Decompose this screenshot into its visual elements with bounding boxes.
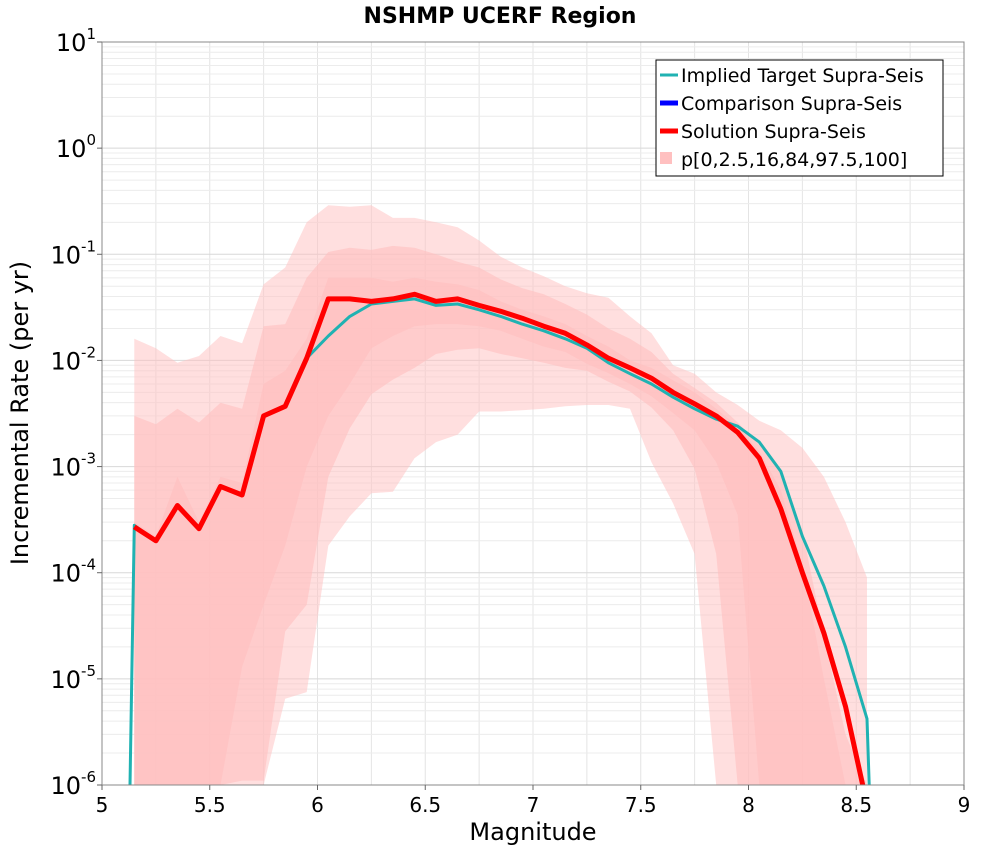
legend-label-solution: Solution Supra-Seis — [681, 121, 866, 143]
y-tick-label: 10-5 — [50, 662, 96, 694]
legend-label-implied-target: Implied Target Supra-Seis — [681, 65, 924, 87]
x-tick-label: 6 — [311, 793, 324, 817]
y-tick-label: 101 — [56, 25, 96, 57]
y-tick-label: 10-2 — [50, 343, 96, 375]
x-tick-label: 8 — [742, 793, 755, 817]
legend-label-comparison: Comparison Supra-Seis — [681, 93, 902, 115]
x-tick-label: 7 — [527, 793, 540, 817]
x-tick-label: 5.5 — [194, 793, 226, 817]
x-tick-label: 6.5 — [409, 793, 441, 817]
x-tick-label: 9 — [958, 793, 971, 817]
y-tick-label: 10-1 — [50, 237, 96, 269]
x-tick-label: 7.5 — [625, 793, 657, 817]
y-tick-label: 10-6 — [50, 768, 96, 800]
x-tick-label: 5 — [96, 793, 109, 817]
x-axis-label: Magnitude — [469, 818, 596, 846]
y-axis-ticks: 10-6 10-5 10-4 10-3 10-2 10-1 100 101 — [50, 25, 102, 800]
legend-box — [655, 59, 944, 177]
legend-swatch-percentiles — [660, 152, 672, 164]
y-tick-label: 10-3 — [50, 450, 96, 482]
x-axis-ticks: 5 5.5 6 6.5 7 7.5 8 8.5 9 — [96, 785, 971, 817]
x-tick-label: 8.5 — [840, 793, 872, 817]
y-tick-label: 100 — [56, 131, 96, 163]
series-lines — [128, 291, 871, 786]
series-line — [132, 291, 866, 786]
y-tick-label: 10-4 — [50, 556, 96, 588]
legend: Implied Target Supra-Seis Comparison Sup… — [655, 59, 944, 177]
chart-title: NSHMP UCERF Region — [364, 4, 637, 29]
legend-label-percentiles: p[0,2.5,16,84,97.5,100] — [681, 149, 907, 171]
y-axis-label: Incremental Rate (per yr) — [6, 261, 34, 565]
